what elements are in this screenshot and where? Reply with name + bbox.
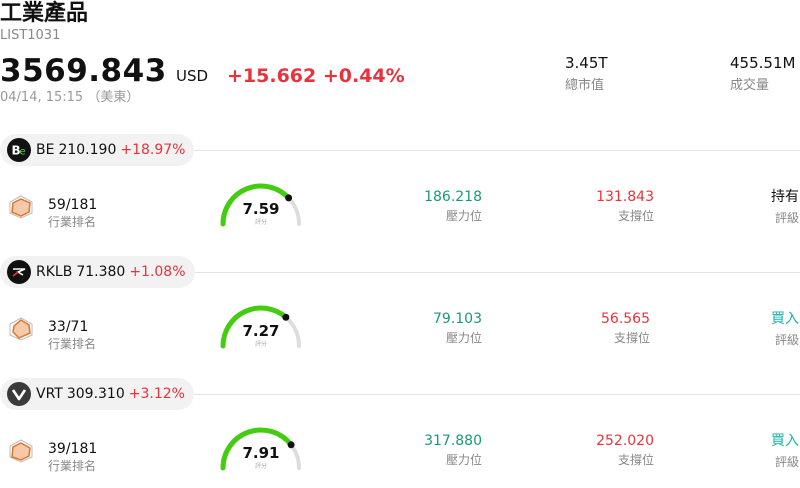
- gauge-marker: [285, 194, 293, 202]
- stock-ticker: RKLB: [36, 264, 73, 280]
- stock-price: 71.380: [76, 264, 126, 280]
- score-label: 評分: [254, 219, 267, 226]
- resistance-label: 壓力位: [445, 331, 482, 345]
- row-divider: [190, 394, 800, 395]
- industry-rank-label: 行業排名: [48, 215, 97, 229]
- rating-value: 持有: [771, 189, 799, 205]
- list-code: LIST1031: [0, 28, 61, 43]
- market-cap-stat: 3.45T 總市值: [565, 54, 608, 95]
- index-price: 3569.843: [0, 53, 167, 89]
- volume-value: 455.51M: [730, 54, 796, 72]
- support-value: 252.020: [596, 433, 654, 449]
- score-value: 7.59: [242, 200, 280, 218]
- score-gauge: [220, 427, 301, 471]
- support-label: 支撐位: [613, 331, 650, 345]
- gauge-marker: [282, 313, 290, 321]
- stock-row[interactable]: VRT 309.310 +3.12% 39/181 行業排名 7.91 評分 3…: [0, 374, 800, 488]
- resistance-label: 壓力位: [445, 209, 482, 223]
- industry-rank-value: 39/181: [48, 441, 98, 457]
- stock-price: 210.190: [58, 142, 117, 158]
- score-label: 評分: [254, 463, 267, 470]
- resistance-value: 186.218: [424, 189, 482, 205]
- support-label: 支撐位: [617, 453, 654, 467]
- stock-change: +1.08%: [129, 264, 186, 280]
- market-cap-value: 3.45T: [565, 54, 608, 72]
- row-divider: [190, 150, 800, 151]
- industry-rank-icon: [9, 195, 33, 219]
- industry-rank-value: 33/71: [48, 319, 89, 335]
- support-value: 56.565: [601, 311, 650, 327]
- stock-chip[interactable]: VRT 309.310 +3.12%: [0, 378, 194, 410]
- timestamp: 04/14, 15:15 （美東）: [0, 90, 140, 105]
- resistance-label: 壓力位: [445, 453, 482, 467]
- market-cap-label: 總市值: [565, 78, 605, 93]
- industry-rank-value: 59/181: [48, 197, 98, 213]
- price-change: +15.662 +0.44%: [227, 65, 405, 87]
- stock-ticker: BE: [36, 142, 55, 158]
- stock-price: 309.310: [66, 386, 125, 402]
- gauge-fill: [220, 305, 289, 349]
- rating-value: 買入: [771, 311, 799, 327]
- vrt-logo-icon: [7, 382, 31, 406]
- score-value: 7.27: [242, 322, 280, 340]
- support-value: 131.843: [596, 189, 654, 205]
- gauge-fill: [220, 183, 292, 227]
- score-gauge: [220, 183, 301, 227]
- score-gauge: [220, 305, 301, 349]
- svg-text:e: e: [20, 147, 26, 158]
- rating-label: 評級: [774, 455, 799, 469]
- page-title: 工業產品: [0, 1, 89, 26]
- industry-rank-icon: [9, 439, 33, 463]
- stock-change: +3.12%: [128, 386, 185, 402]
- currency-label: USD: [176, 67, 209, 85]
- rating-value: 買入: [771, 433, 799, 449]
- svg-text:B: B: [12, 144, 21, 158]
- stock-row[interactable]: RKLB 71.380 +1.08% 33/71 行業排名 7.27 評分 79…: [0, 252, 800, 374]
- row-divider: [190, 272, 800, 273]
- resistance-value: 79.103: [433, 311, 482, 327]
- stock-ticker: VRT: [36, 386, 63, 402]
- gauge-marker: [287, 441, 295, 449]
- resistance-value: 317.880: [424, 433, 482, 449]
- industry-rank-label: 行業排名: [48, 459, 97, 473]
- stock-change: +18.97%: [120, 142, 186, 158]
- rating-label: 評級: [774, 211, 799, 225]
- rating-label: 評級: [774, 333, 799, 347]
- score-label: 評分: [254, 341, 267, 348]
- rklb-logo-icon: [7, 260, 31, 284]
- score-value: 7.91: [242, 444, 280, 462]
- industry-rank-label: 行業排名: [48, 337, 97, 351]
- support-label: 支撐位: [617, 209, 654, 223]
- volume-label: 成交量: [730, 78, 770, 93]
- industry-rank-icon: [9, 317, 33, 341]
- stock-chip[interactable]: RKLB 71.380 +1.08%: [0, 256, 195, 288]
- volume-stat: 455.51M 成交量: [730, 54, 795, 95]
- gauge-fill: [220, 427, 294, 471]
